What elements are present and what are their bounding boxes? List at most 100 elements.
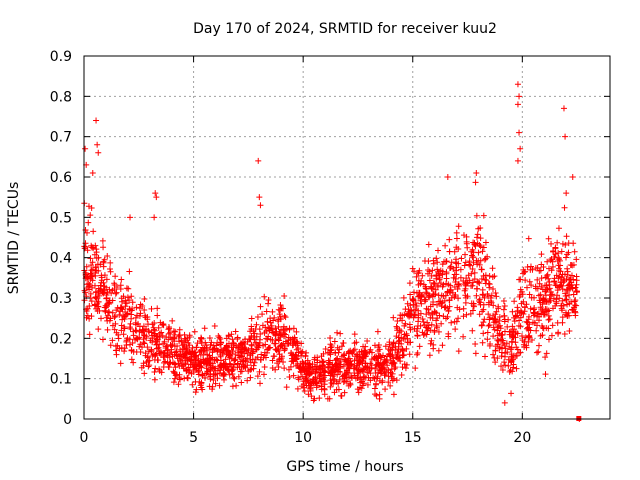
data-point (436, 276, 443, 283)
data-point (236, 354, 243, 361)
data-point (558, 248, 565, 255)
data-point (460, 305, 467, 312)
x-tick-label: 15 (404, 430, 422, 446)
data-point (553, 300, 560, 307)
data-point (180, 345, 187, 352)
data-point (480, 330, 487, 337)
data-point (356, 361, 363, 368)
data-point (140, 339, 147, 346)
data-point (412, 365, 419, 372)
data-point (480, 244, 487, 251)
data-point (571, 248, 578, 255)
data-point (407, 339, 414, 346)
data-point (84, 312, 91, 319)
data-point (566, 328, 573, 335)
data-point (258, 351, 265, 358)
data-point (439, 342, 446, 349)
data-point (462, 251, 469, 258)
data-point (472, 350, 479, 357)
data-point (475, 279, 482, 286)
x-tick-label: 20 (513, 430, 531, 446)
data-point (398, 371, 405, 378)
data-point (89, 277, 96, 284)
data-point (445, 307, 452, 314)
data-point (513, 365, 520, 372)
data-point (416, 289, 422, 296)
data-point (406, 280, 413, 287)
data-point (547, 257, 554, 264)
data-point (277, 316, 284, 323)
data-point (563, 275, 570, 282)
data-point (261, 349, 268, 356)
data-point (523, 301, 530, 308)
data-point (372, 391, 379, 398)
data-point (313, 379, 320, 386)
data-point (448, 319, 455, 326)
data-point (161, 338, 168, 345)
data-point (248, 315, 255, 322)
data-point (151, 356, 158, 363)
data-point (549, 322, 556, 329)
data-point (144, 353, 151, 360)
data-point (453, 256, 460, 263)
data-point (425, 309, 432, 316)
data-point (101, 289, 108, 296)
data-point (141, 340, 148, 347)
data-point (87, 290, 94, 297)
data-point (541, 311, 548, 318)
data-point (188, 353, 195, 360)
data-point (393, 354, 400, 361)
data-point (525, 235, 532, 242)
data-point (292, 340, 299, 347)
data-point (165, 330, 172, 337)
data-point (419, 272, 426, 279)
data-point (214, 375, 221, 382)
data-point (506, 331, 513, 338)
data-point (482, 239, 489, 246)
data-point (188, 370, 195, 377)
data-point (112, 273, 119, 280)
data-point (453, 235, 460, 242)
data-point (501, 318, 508, 325)
data-point (255, 157, 262, 164)
data-point (92, 269, 99, 276)
y-tick-label: 0.3 (50, 291, 72, 307)
data-point (349, 350, 356, 357)
data-point (572, 297, 579, 304)
data-point (485, 311, 492, 318)
data-point (103, 314, 110, 321)
data-point (307, 385, 314, 392)
data-point (370, 374, 377, 381)
data-point (469, 266, 476, 273)
data-point (340, 340, 347, 347)
data-point (557, 262, 564, 269)
data-point (514, 101, 521, 108)
data-point (556, 256, 563, 263)
data-point (231, 361, 238, 368)
data-point (226, 371, 233, 378)
data-point (452, 292, 459, 299)
data-point (158, 329, 165, 336)
data-point (270, 317, 277, 324)
data-point (527, 266, 534, 273)
data-point (482, 276, 489, 283)
data-point (327, 383, 334, 390)
data-point (563, 254, 570, 261)
data-point (171, 375, 178, 382)
data-point (234, 364, 241, 371)
data-point (413, 351, 420, 358)
data-point (302, 353, 309, 360)
data-point (114, 342, 121, 349)
data-point (192, 356, 199, 363)
data-point (518, 332, 525, 339)
data-point (182, 361, 189, 368)
data-point (231, 375, 238, 382)
data-point (144, 314, 151, 321)
data-point (235, 349, 242, 356)
data-point (300, 360, 307, 367)
data-point (322, 346, 329, 353)
data-point (182, 351, 189, 358)
data-point (272, 325, 279, 332)
data-point (522, 277, 529, 284)
